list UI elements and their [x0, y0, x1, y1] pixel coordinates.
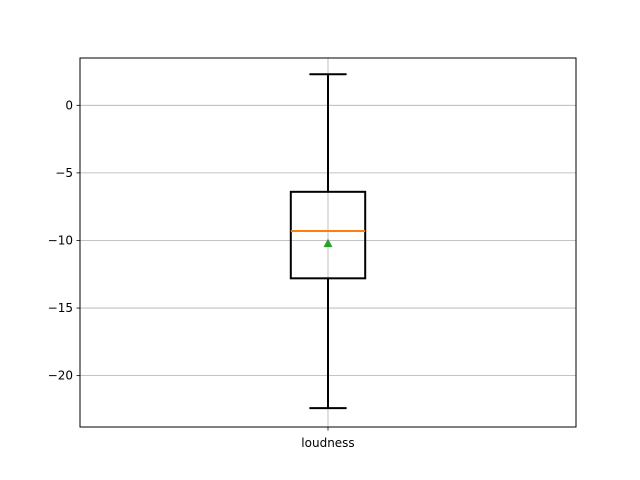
y-tick-label: 0 [65, 98, 73, 112]
mean-marker [323, 238, 333, 248]
y-tick-label: −15 [48, 301, 73, 315]
interquartile-box [289, 190, 367, 280]
y-tick-label: −20 [48, 369, 73, 383]
y-tick-label: −10 [48, 233, 73, 247]
box-plot-0 [289, 73, 367, 410]
x-tick-label: loudness [301, 436, 354, 450]
y-tick-label: −5 [55, 166, 73, 180]
marks-layer [289, 73, 367, 410]
axis-layer: 0 −5 −10 −15 −20 loudness [48, 98, 355, 450]
